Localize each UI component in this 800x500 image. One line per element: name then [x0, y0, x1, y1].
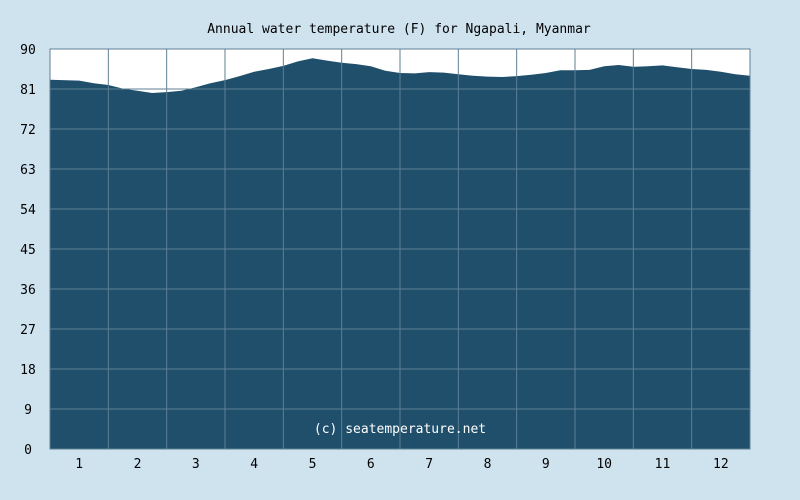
- x-tick-label: 4: [250, 457, 258, 472]
- y-tick-label: 27: [20, 323, 36, 338]
- y-tick-label: 45: [20, 243, 36, 258]
- x-tick-label: 5: [309, 457, 317, 472]
- x-tick-label: 12: [713, 457, 729, 472]
- x-tick-label: 2: [134, 457, 142, 472]
- chart-title: Annual water temperature (F) for Ngapali…: [207, 22, 591, 37]
- x-tick-label: 7: [425, 457, 433, 472]
- y-tick-label: 81: [20, 83, 36, 98]
- x-tick-label: 8: [484, 457, 492, 472]
- horizontal-gridlines: [50, 88, 750, 410]
- x-tick-label: 3: [192, 457, 200, 472]
- x-tick-label: 9: [542, 457, 550, 472]
- credit-text: (c) seatemperature.net: [314, 422, 486, 437]
- y-tick-label: 18: [20, 363, 36, 378]
- y-tick-label: 63: [20, 163, 36, 178]
- x-tick-label: 6: [367, 457, 375, 472]
- x-tick-label: 10: [596, 457, 612, 472]
- y-tick-label: 54: [20, 203, 36, 218]
- plot-frame: [49, 48, 751, 450]
- y-tick-label: 90: [20, 43, 36, 58]
- x-axis-ticks: 1 2 3 4 5 6 7 8 9 10 11 12: [75, 457, 728, 472]
- y-tick-label: 0: [24, 443, 32, 458]
- y-tick-label: 72: [20, 123, 36, 138]
- x-tick-label: 1: [75, 457, 83, 472]
- y-tick-label: 9: [24, 403, 32, 418]
- y-axis-ticks: 0 9 18 27 36 45 54 63 72 81 90: [20, 43, 36, 458]
- y-tick-label: 36: [20, 283, 36, 298]
- x-tick-label: 11: [655, 457, 671, 472]
